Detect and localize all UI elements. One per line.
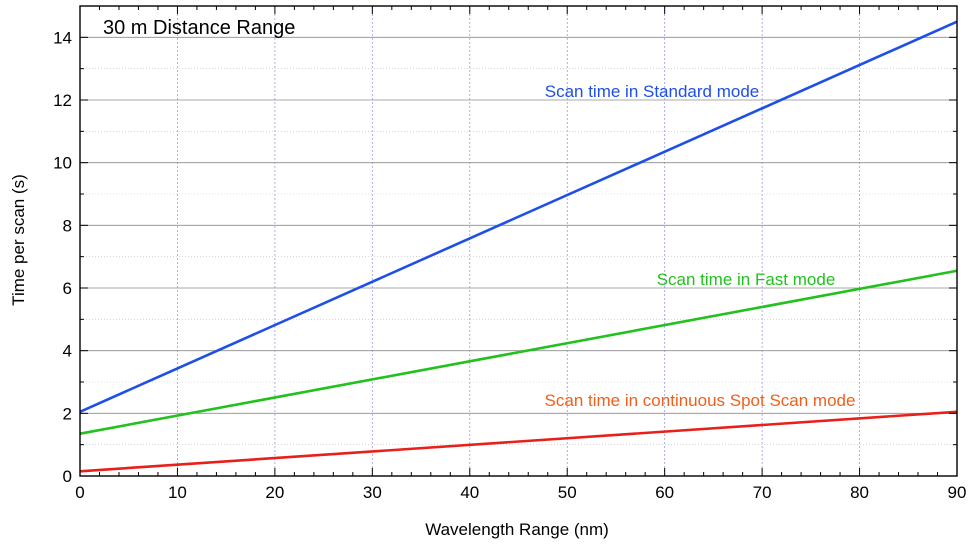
x-tick-label: 90 — [948, 483, 967, 502]
y-tick-label: 12 — [53, 91, 72, 110]
annotation-spot: Scan time in continuous Spot Scan mode — [545, 391, 856, 410]
y-axis-label: Time per scan (s) — [9, 174, 28, 306]
x-tick-label: 70 — [753, 483, 772, 502]
tick-labels: 0 10 20 30 40 50 60 70 80 90 0 2 4 6 8 10 12 14 — [53, 28, 966, 502]
y-tick-label: 0 — [63, 467, 72, 486]
y-tick-label: 14 — [53, 28, 72, 47]
series-lines — [79, 20, 958, 473]
annotation-standard: Scan time in Standard mode — [545, 82, 760, 101]
x-tick-label: 30 — [363, 483, 382, 502]
series-line — [79, 20, 958, 413]
y-tick-label: 2 — [63, 404, 72, 423]
x-axis-label: Wavelength Range (nm) — [425, 520, 609, 539]
x-tick-label: 40 — [460, 483, 479, 502]
series-line — [79, 269, 958, 435]
x-tick-label: 60 — [655, 483, 674, 502]
series-annotations: Scan time in Standard mode Scan time in … — [545, 82, 856, 410]
y-tick-label: 10 — [53, 154, 72, 173]
annotation-fast: Scan time in Fast mode — [657, 270, 836, 289]
x-tick-label: 50 — [558, 483, 577, 502]
x-tick-label: 80 — [850, 483, 869, 502]
x-tick-label: 10 — [168, 483, 187, 502]
y-tick-label: 6 — [63, 279, 72, 298]
x-tick-label: 0 — [75, 483, 84, 502]
chart-title: 30 m Distance Range — [103, 17, 295, 39]
series-line — [79, 410, 958, 473]
axes — [79, 5, 958, 477]
plot-frame — [79, 5, 958, 477]
x-tick-label: 20 — [265, 483, 284, 502]
y-tick-label: 8 — [63, 216, 72, 235]
y-tick-label: 4 — [63, 342, 72, 361]
grid — [80, 6, 957, 476]
